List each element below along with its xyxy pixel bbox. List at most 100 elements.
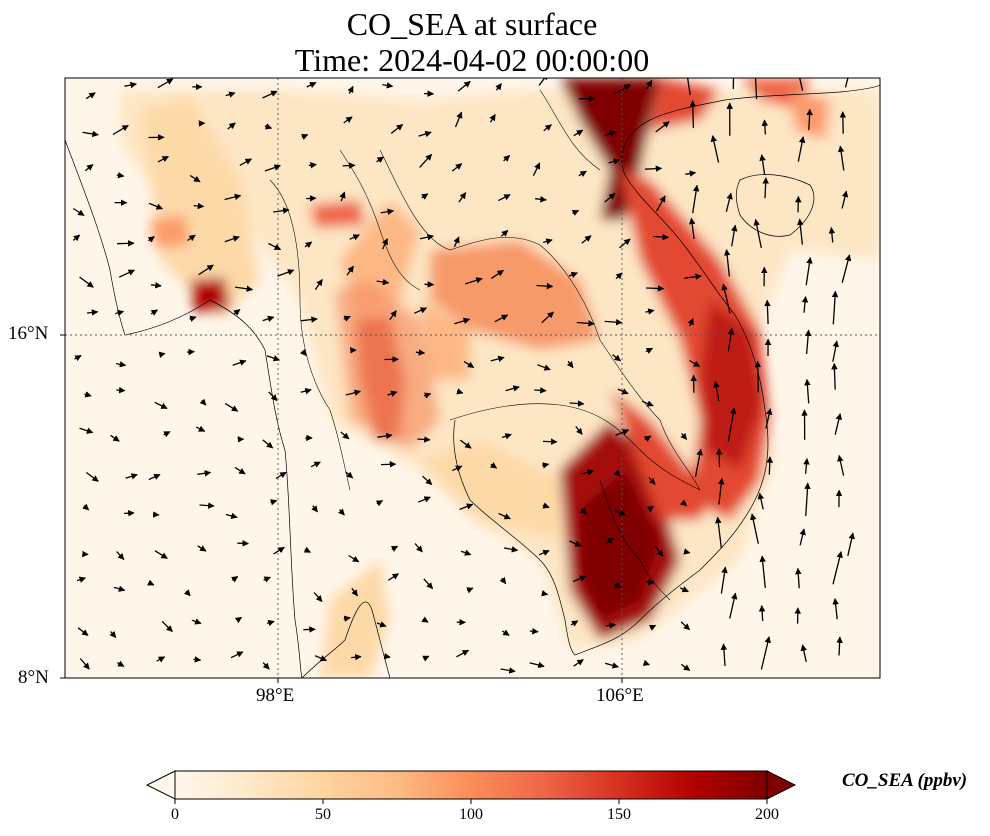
wind-arrow bbox=[832, 597, 839, 620]
wind-arrow bbox=[841, 190, 849, 209]
wind-arrow bbox=[380, 461, 397, 468]
wind-arrow bbox=[615, 429, 630, 436]
wind-arrow bbox=[345, 389, 362, 396]
wind-arrow bbox=[79, 276, 94, 288]
wind-arrow bbox=[566, 360, 574, 369]
wind-arrow bbox=[383, 653, 391, 660]
wind-arrow bbox=[198, 264, 214, 276]
wind-arrow bbox=[376, 278, 390, 286]
wind-arrow bbox=[117, 240, 135, 247]
wind-arrow bbox=[689, 359, 701, 368]
wind-arrow bbox=[193, 656, 202, 663]
wind-arrow bbox=[800, 644, 807, 662]
wind-arrow bbox=[646, 285, 665, 292]
wind-arrow bbox=[687, 318, 694, 327]
wind-arrow bbox=[804, 329, 812, 354]
wind-arrow bbox=[300, 316, 318, 323]
wind-arrow bbox=[617, 388, 629, 395]
wind-arrow bbox=[581, 235, 592, 244]
wind-arrow bbox=[351, 653, 362, 661]
wind-arrow bbox=[197, 545, 207, 552]
wind-arrow bbox=[804, 378, 811, 404]
wind-arrow bbox=[641, 400, 654, 407]
wind-arrow bbox=[754, 360, 762, 393]
wind-arrow bbox=[150, 282, 162, 289]
wind-arrow bbox=[115, 361, 127, 368]
wind-arrow bbox=[451, 163, 463, 172]
wind-arrow bbox=[460, 439, 472, 449]
wind-arrow bbox=[235, 285, 254, 292]
wind-arrow bbox=[537, 364, 551, 371]
wind-arrow bbox=[575, 425, 583, 435]
plot-frame bbox=[64, 77, 881, 679]
wind-arrow bbox=[199, 502, 215, 509]
wind-arrow bbox=[501, 629, 510, 636]
wind-arrow bbox=[232, 359, 247, 366]
wind-arrow bbox=[799, 528, 806, 546]
wind-arrow bbox=[390, 123, 404, 134]
lon-tick-98e: 98°E bbox=[256, 685, 295, 706]
wind-arrow bbox=[797, 218, 804, 245]
wind-arrow bbox=[262, 439, 274, 449]
wind-arrow bbox=[452, 465, 463, 472]
wind-arrow bbox=[458, 192, 467, 203]
wind-arrow bbox=[387, 573, 400, 581]
wind-arrow bbox=[831, 362, 838, 390]
wind-arrow bbox=[615, 272, 623, 280]
wind-arrow bbox=[375, 500, 384, 507]
wind-arrow bbox=[718, 477, 725, 505]
wind-vectors bbox=[72, 78, 855, 674]
wind-arrow bbox=[84, 391, 92, 398]
wind-arrow bbox=[124, 509, 135, 517]
wind-arrow bbox=[679, 586, 689, 593]
wind-arrow bbox=[720, 643, 728, 666]
wind-arrow bbox=[503, 546, 519, 553]
wind-arrow bbox=[503, 155, 511, 162]
wind-arrow bbox=[837, 145, 845, 171]
wind-arrow bbox=[501, 433, 512, 440]
wind-arrow bbox=[604, 318, 623, 326]
graticule bbox=[65, 78, 880, 678]
wind-arrow bbox=[199, 398, 207, 406]
wind-arrow bbox=[72, 234, 81, 242]
wind-arrow bbox=[189, 315, 197, 322]
wind-arrow bbox=[191, 618, 202, 625]
wind-arrow bbox=[832, 340, 839, 362]
wind-arrow bbox=[152, 511, 160, 518]
wind-arrow bbox=[148, 202, 164, 210]
wind-arrow bbox=[608, 158, 621, 165]
wind-arrow bbox=[542, 462, 550, 469]
wind-arrow bbox=[390, 545, 399, 552]
wind-arrow bbox=[299, 348, 307, 356]
wind-arrow bbox=[646, 578, 655, 586]
wind-arrow bbox=[79, 658, 90, 670]
wind-arrow bbox=[614, 84, 632, 94]
wind-arrow bbox=[300, 388, 312, 395]
wind-arrow bbox=[345, 471, 354, 479]
wind-arrow bbox=[264, 164, 281, 172]
wind-arrow bbox=[760, 636, 771, 670]
wind-arrow bbox=[841, 254, 852, 283]
wind-arrow bbox=[529, 627, 539, 635]
wind-arrow bbox=[689, 100, 697, 128]
wind-arrow bbox=[683, 548, 691, 555]
wind-arrow bbox=[490, 269, 504, 279]
wind-arrow bbox=[604, 537, 615, 545]
wind-arrow bbox=[82, 503, 90, 511]
map-title-line2: Time: 2024-04-02 00:00:00 bbox=[294, 42, 650, 78]
wind-arrow bbox=[839, 111, 847, 134]
wind-arrow bbox=[643, 435, 652, 442]
colorbar-tick-200: 200 bbox=[755, 806, 779, 823]
wind-arrow bbox=[727, 407, 737, 442]
wind-arrow bbox=[463, 360, 475, 369]
map-title-line1: CO_SEA at surface bbox=[346, 6, 598, 42]
wind-arrow bbox=[834, 413, 843, 435]
wind-arrow bbox=[759, 154, 766, 175]
wind-arrow bbox=[86, 471, 99, 482]
wind-arrow bbox=[572, 575, 587, 583]
wind-arrow bbox=[277, 269, 295, 277]
wind-arrow bbox=[414, 543, 423, 553]
wind-arrow bbox=[750, 513, 759, 544]
wind-arrow bbox=[421, 616, 429, 623]
